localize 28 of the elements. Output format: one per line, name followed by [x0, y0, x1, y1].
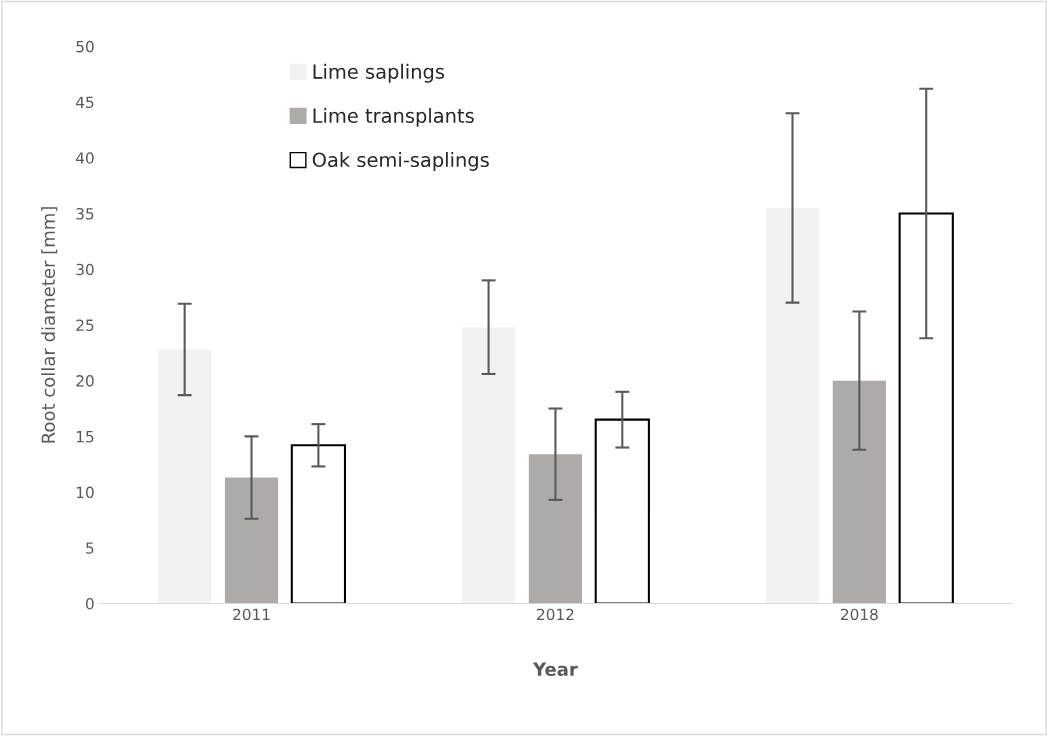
bar [898, 212, 954, 604]
bar [528, 454, 583, 604]
bar [224, 477, 279, 604]
x-tick-label: 2012 [537, 608, 574, 621]
y-tick-label: 35 [76, 207, 94, 220]
y-tick-label: 0 [85, 597, 94, 610]
bar [461, 327, 516, 604]
bar [765, 207, 820, 604]
y-tick-label: 5 [86, 542, 94, 554]
y-tick-label: 50 [76, 40, 94, 53]
y-tick-label: 30 [76, 263, 94, 276]
y-tick-label: 20 [76, 375, 94, 387]
bar [832, 380, 886, 604]
y-tick-label: 15 [76, 431, 94, 443]
x-axis-title: Year [532, 662, 578, 677]
bar [290, 444, 347, 604]
legend-label: Oak semi-saplings [312, 152, 489, 171]
y-tick-label: 10 [76, 486, 94, 499]
x-tick-label: 2018 [841, 608, 878, 621]
legend-label: Lime transplants [313, 107, 474, 127]
y-tick-label: 40 [76, 152, 94, 164]
bar [158, 349, 212, 604]
bar [594, 418, 650, 604]
legend-label: Lime saplings [313, 63, 445, 83]
y-tick-label: 25 [76, 319, 94, 331]
y-axis-title: Root collar diameter [mm] [41, 207, 58, 443]
y-tick-label: 45 [76, 96, 94, 109]
x-tick-label: 2011 [233, 608, 270, 621]
